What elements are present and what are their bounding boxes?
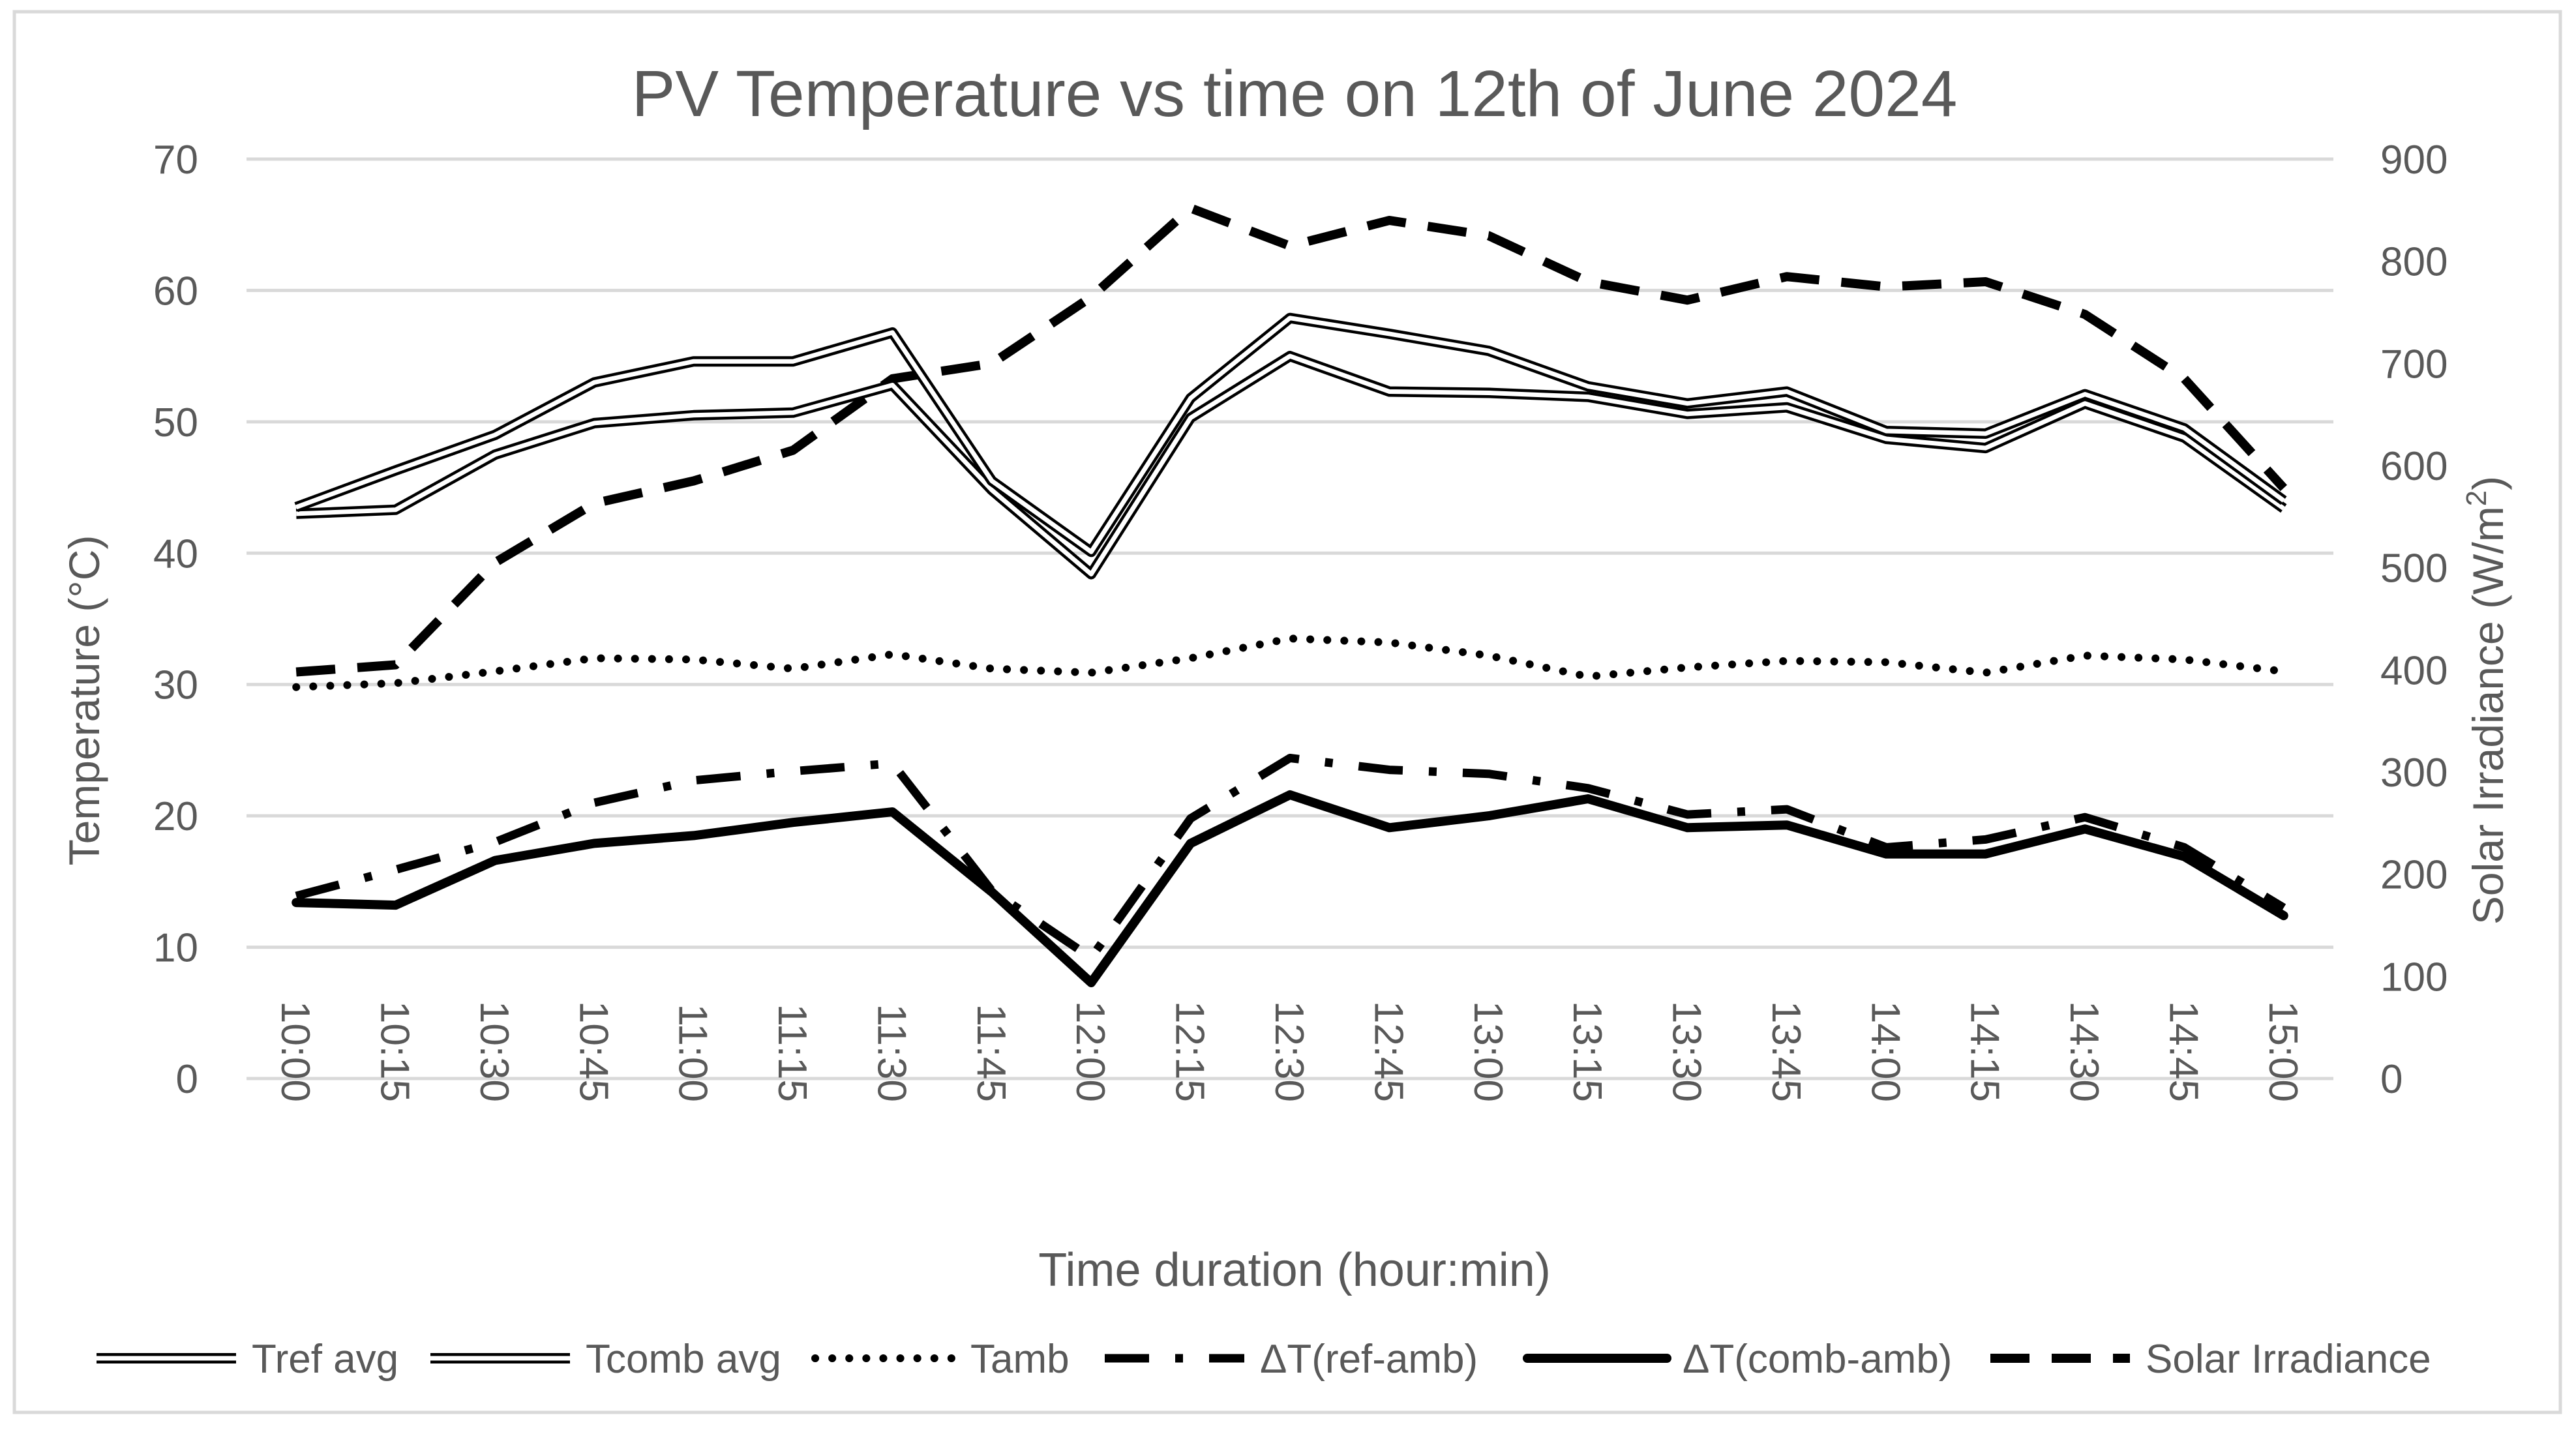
legend-item-3: ΔT(ref-amb) <box>1105 1337 1478 1382</box>
y2-tick-label-6: 600 <box>2380 444 2448 489</box>
y-tick-label-7: 70 <box>153 138 198 183</box>
x-tick-label-7: 11:45 <box>968 1004 1013 1102</box>
y2-tick-label-1: 100 <box>2380 955 2448 1000</box>
x-axis-label: Time duration (hour:min) <box>1038 1244 1551 1296</box>
legend-label-2: Tamb <box>970 1337 1070 1382</box>
x-tick-label-15: 13:45 <box>1763 1001 1808 1102</box>
series-line-inner-1 <box>296 353 2285 576</box>
x-tick-label-10: 12:30 <box>1266 1001 1311 1102</box>
x-tick-label-4: 11:00 <box>670 1004 715 1102</box>
x-tick-label-9: 12:15 <box>1167 1001 1212 1102</box>
y-tick-label-4: 40 <box>153 531 198 576</box>
chart-border <box>12 10 2562 1414</box>
x-tick-label-8: 12:00 <box>1068 1001 1113 1102</box>
series-line-2 <box>292 634 2288 691</box>
y2-tick-label-0: 0 <box>2380 1057 2403 1102</box>
legend-label-0: Tref avg <box>252 1337 398 1382</box>
y-tick-label-0: 0 <box>176 1057 198 1102</box>
y-tick-label-1: 10 <box>153 926 198 971</box>
x-tick-label-14: 13:30 <box>1664 1001 1709 1102</box>
y2-tick-label-7: 700 <box>2380 342 2448 387</box>
y2-axis-label-close: ) <box>2464 476 2512 490</box>
legend-item-0: Tref avg <box>97 1337 398 1382</box>
x-tick-label-17: 14:15 <box>1962 1001 2007 1102</box>
x-tick-label-12: 13:00 <box>1465 1001 1510 1102</box>
x-tick-label-1: 10:15 <box>372 1001 417 1102</box>
y2-tick-label-5: 500 <box>2380 546 2448 591</box>
y2-tick-label-4: 400 <box>2380 648 2448 693</box>
series-5 <box>295 203 2287 677</box>
legend-label-3: ΔT(ref-amb) <box>1260 1337 1478 1382</box>
y-tick-label-2: 20 <box>153 794 198 839</box>
series-1 <box>295 351 2287 580</box>
legend-item-4: ΔT(comb-amb) <box>1523 1337 1952 1382</box>
x-tick-label-6: 11:30 <box>869 1004 914 1102</box>
x-tick-label-13: 13:15 <box>1565 1001 1610 1102</box>
y2-axis-label: Solar Irradiance (W/m2) <box>2461 476 2512 925</box>
y-axis-label: Temperature (°C) <box>60 535 108 866</box>
series-layer <box>292 203 2288 987</box>
x-tick-label-11: 12:45 <box>1366 1001 1411 1102</box>
y-axis-ticks: 0 10 20 30 40 50 60 70 <box>153 138 198 1102</box>
y2-tick-label-9: 900 <box>2380 138 2448 183</box>
x-tick-label-0: 10:00 <box>273 1001 318 1102</box>
gridlines <box>247 157 2333 1080</box>
legend-label-4: ΔT(comb-amb) <box>1683 1337 1952 1382</box>
legend-label-5: Solar Irradiance <box>2146 1337 2431 1382</box>
legend-item-2: Tamb <box>811 1337 1070 1382</box>
series-line-3 <box>295 754 2286 962</box>
y2-axis-label-text: Solar Irradiance (W/m <box>2464 506 2512 925</box>
series-line-4 <box>292 790 2288 987</box>
y-tick-label-5: 50 <box>153 400 198 445</box>
y2-tick-label-3: 300 <box>2380 751 2448 796</box>
y2-tick-label-8: 800 <box>2380 240 2448 285</box>
x-tick-label-20: 15:00 <box>2260 1001 2305 1102</box>
x-tick-label-16: 14:00 <box>1863 1001 1908 1102</box>
legend-item-1: Tcomb avg <box>430 1337 781 1382</box>
series-3 <box>295 754 2286 962</box>
x-tick-label-5: 11:15 <box>770 1004 815 1102</box>
y-tick-label-3: 30 <box>153 663 198 708</box>
y2-tick-label-2: 200 <box>2380 853 2448 898</box>
legend: Tref avg Tcomb avg Tamb ΔT(ref-amb) ΔT(comb-… <box>97 1337 2431 1382</box>
series-2 <box>292 634 2288 691</box>
x-tick-label-19: 14:45 <box>2161 1001 2206 1102</box>
x-tick-label-2: 10:30 <box>472 1001 517 1102</box>
legend-label-1: Tcomb avg <box>586 1337 781 1382</box>
series-line-5 <box>295 203 2287 677</box>
series-0 <box>294 312 2287 558</box>
series-4 <box>292 790 2288 987</box>
x-axis-ticks: 10:00 10:15 10:30 10:45 11:00 11:15 11:30 11:45… <box>273 1001 2305 1102</box>
x-tick-label-3: 10:45 <box>571 1001 616 1102</box>
chart-title: PV Temperature vs time on 12th of June 2… <box>632 57 1958 130</box>
series-line-inner-0 <box>295 316 2285 554</box>
y2-axis-label-sup: 2 <box>2461 490 2493 506</box>
y2-axis-ticks: 0 100 200 300 400 500 600 700 800 900 <box>2380 138 2448 1102</box>
legend-item-5: Solar Irradiance <box>1990 1337 2431 1382</box>
y-tick-label-6: 60 <box>153 269 198 314</box>
x-tick-label-18: 14:30 <box>2061 1001 2106 1102</box>
